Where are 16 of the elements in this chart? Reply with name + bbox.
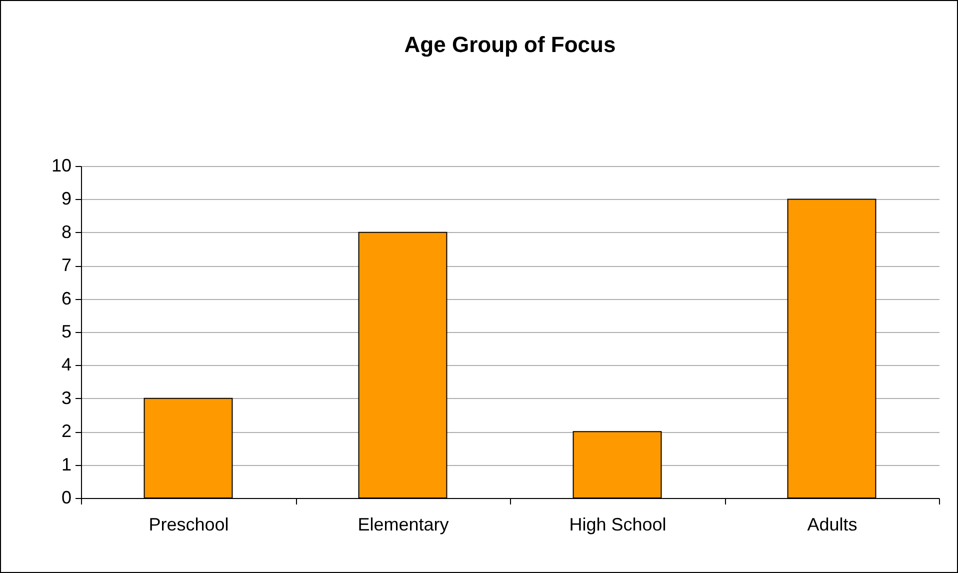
chart-title: Age Group of Focus	[404, 32, 616, 57]
y-tick-label: 9	[61, 188, 72, 209]
x-tick-label: Adults	[807, 514, 858, 534]
y-tick-label: 3	[61, 388, 72, 408]
y-tick-label: 5	[61, 322, 72, 342]
y-tick-label: 1	[61, 454, 72, 474]
y-tick-label: 4	[61, 354, 72, 375]
y-tick-label: 10	[51, 156, 72, 176]
y-tick-label: 8	[61, 222, 72, 242]
y-tick-label: 6	[61, 288, 72, 308]
y-tick-label: 7	[61, 255, 72, 276]
x-tick-label: Preschool	[148, 514, 229, 534]
y-tick-label: 2	[61, 421, 72, 442]
x-tick-label: High School	[569, 514, 666, 534]
x-tick-label: Elementary	[358, 514, 449, 534]
y-tick-label: 0	[61, 488, 72, 508]
